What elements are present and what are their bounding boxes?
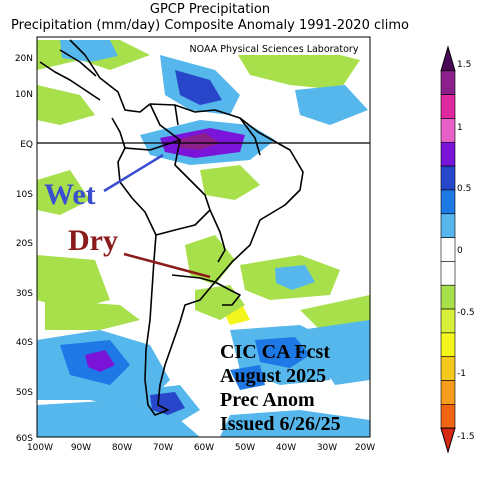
colorbar-segment: [440, 213, 456, 238]
map-frame: [36, 36, 371, 438]
forecast-line: Prec Anom: [220, 389, 315, 411]
lat-label: EQ: [20, 140, 33, 150]
forecast-line: CIC CA Fcst: [220, 341, 330, 363]
lon-label: 90W: [71, 443, 91, 453]
colorbar-segment: [440, 94, 456, 119]
lon-label: 100W: [27, 443, 53, 453]
colorbar-tick: 1.5: [457, 60, 471, 70]
forecast-line: August 2025: [220, 365, 326, 387]
colorbar-segment: [440, 332, 456, 358]
colorbar-tick: -1: [457, 369, 466, 379]
colorbar-segment: [440, 141, 456, 167]
lat-label: 60S: [16, 434, 33, 444]
colorbar-tick: -1.5: [457, 432, 475, 442]
colorbar-bottom-arrow: [440, 427, 456, 454]
credit-box: [182, 42, 367, 55]
lat-label: 50S: [16, 388, 33, 398]
colorbar-segment: [440, 70, 456, 95]
lon-label: 70W: [153, 443, 173, 453]
colorbar-tick: 0.5: [457, 184, 471, 194]
lat-label: 10N: [15, 90, 33, 100]
colorbar-segment: [440, 356, 456, 381]
colorbar: [440, 45, 456, 454]
colorbar-segment: [440, 165, 456, 191]
lon-label: 60W: [194, 443, 214, 453]
map-title: GPCP Precipitation: [149, 2, 271, 17]
colorbar-segment: [440, 118, 456, 143]
dry-arrow: [123, 252, 211, 279]
colorbar-segment: [440, 261, 456, 286]
dry-label: Dry: [68, 224, 118, 257]
colorbar-ticks: 1.5 1 0.5 0 -0.5 -1 -1.5: [457, 60, 475, 442]
colorbar-segment: [440, 189, 456, 215]
colorbar-tick: 1: [457, 123, 463, 133]
lon-label: 40W: [276, 443, 296, 453]
lon-label: 20W: [355, 443, 375, 453]
wet-arrow: [103, 153, 164, 193]
lat-label: 10S: [16, 190, 33, 200]
wet-label: Wet: [44, 178, 96, 211]
lon-label: 80W: [112, 443, 132, 453]
colorbar-segment: [440, 404, 456, 429]
lon-labels: 100W 90W 80W 70W 60W 50W 40W 30W 20W: [27, 443, 375, 453]
forecast-line: Issued 6/26/25: [220, 413, 341, 435]
lat-label: 20N: [15, 54, 33, 64]
colorbar-tick: 0: [457, 246, 463, 256]
lat-label: 40S: [16, 338, 33, 348]
colorbar-segment: [440, 284, 456, 310]
map-subtitle: Precipitation (mm/day) Composite Anomaly…: [11, 18, 409, 33]
credit-text: NOAA Physical Sciences Laboratory: [190, 44, 359, 55]
colorbar-segment: [440, 308, 456, 334]
lat-label: 30S: [16, 289, 33, 299]
lat-labels: 20N 10N EQ 10S 20S 30S 40S 50S 60S: [15, 54, 33, 444]
lat-label: 20S: [16, 239, 33, 249]
colorbar-segment: [440, 237, 456, 262]
colorbar-top-arrow: [440, 45, 456, 72]
anomaly-field: [37, 40, 370, 437]
colorbar-segment: [440, 380, 456, 405]
lon-label: 30W: [317, 443, 337, 453]
lon-label: 50W: [235, 443, 255, 453]
colorbar-tick: -0.5: [457, 308, 475, 318]
